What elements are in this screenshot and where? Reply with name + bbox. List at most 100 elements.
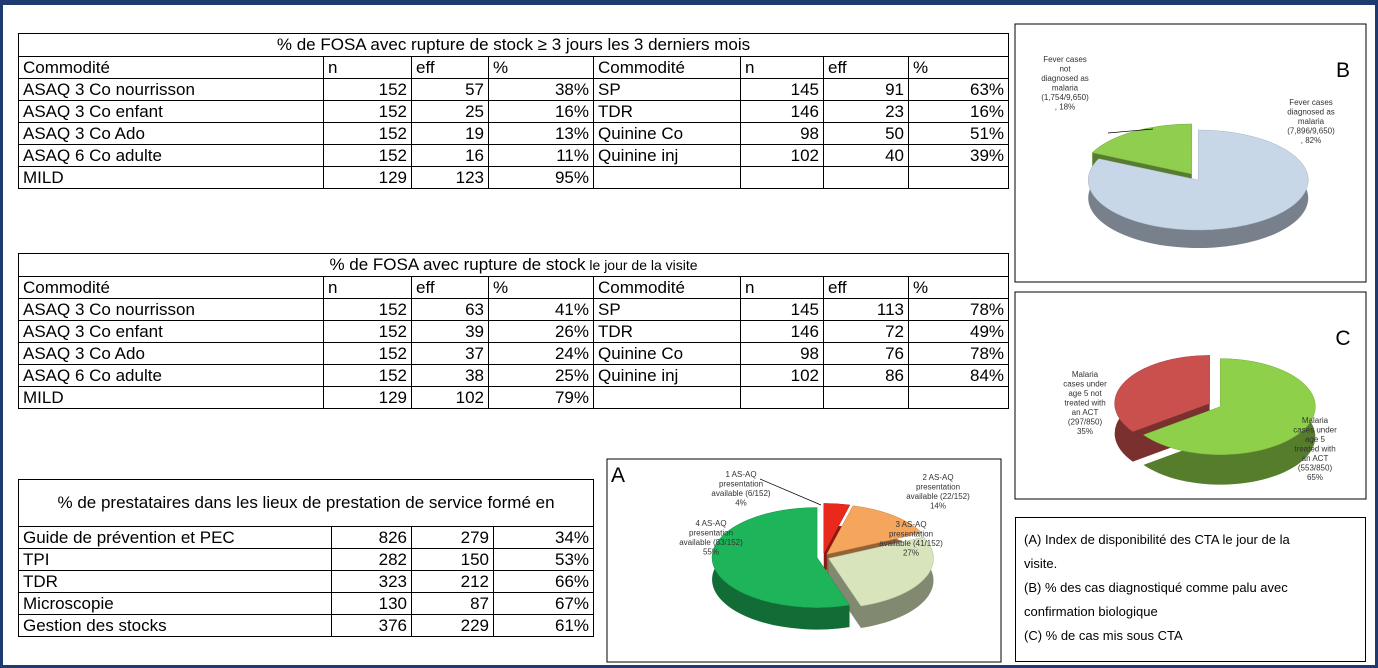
table-title: % de prestataires dans les lieux de pres… (17, 479, 595, 527)
cell: ASAQ 3 Co enfant (18, 320, 324, 343)
cell: 72 (823, 320, 909, 343)
panel-letter: A (611, 464, 625, 487)
cell: ASAQ 3 Co Ado (18, 342, 324, 365)
label-line: Fever cases (1289, 98, 1333, 107)
cell: 40 (823, 144, 909, 167)
row: TDR 323 212 66% (18, 570, 595, 593)
slice-label: Fever cases not diagnosed as malaria (1,754/… (1041, 55, 1089, 112)
cell: 11% (488, 144, 594, 167)
cell: ASAQ 3 Co nourrisson (18, 298, 324, 321)
cell: 129 (323, 166, 412, 189)
cell: 63% (907, 78, 1010, 101)
cell: ASAQ 6 Co adulte (18, 364, 324, 387)
cell: 61% (492, 614, 595, 637)
label-line: treated with (1294, 445, 1335, 454)
title-part: le jour de la visite (585, 257, 698, 273)
header-cell: n (323, 56, 412, 79)
label-line: cases under (1293, 426, 1337, 435)
title-row: % de prestataires dans les lieux de pres… (17, 479, 595, 527)
table: % de FOSA avec rupture de stock le jour … (17, 253, 1010, 409)
label-line: 4 AS-AQ (695, 519, 726, 528)
label-line: presentation (719, 480, 763, 489)
cell: TDR (593, 100, 741, 123)
cell: 323 (331, 570, 412, 593)
row: Gestion des stocks 376 229 61% (18, 614, 595, 637)
row: ASAQ 3 Co nourrisson 152 57 38% SP 145 91 63% (18, 78, 1010, 101)
label-line: (7,896/9,650) (1287, 127, 1335, 136)
cell: 16 (411, 144, 489, 167)
slice-label: Malaria cases under age 5 treated with an AC… (1293, 416, 1337, 482)
table: % de FOSA avec rupture de stock ≥ 3 jour… (17, 33, 1010, 189)
figures: 1 AS-AQ presentation available (6/152) 4%2 … (606, 23, 1367, 663)
cell: 152 (323, 298, 412, 321)
cell: SP (593, 298, 741, 321)
pie-slice (1142, 358, 1316, 455)
pie-slice (1091, 123, 1193, 175)
slice-label: 2 AS-AQ presentation available (22/152) 14% (906, 473, 970, 511)
header-cell: % (488, 56, 594, 79)
cell: Guide de prévention et PEC (18, 526, 332, 549)
cell: 13% (488, 122, 594, 145)
cell: SP (593, 78, 741, 101)
label-line: 35% (1077, 427, 1093, 436)
pie-slice (711, 507, 850, 608)
row: ASAQ 3 Co enfant 152 39 26% TDR 146 72 49% (18, 320, 1010, 343)
cell: ASAQ 3 Co Ado (18, 122, 324, 145)
cell: Microscopie (18, 592, 332, 615)
pie-slice (828, 536, 934, 607)
cell: 98 (740, 342, 824, 365)
row: ASAQ 3 Co enfant 152 25 16% TDR 146 23 16% (18, 100, 1010, 123)
label-line: Malaria (1302, 416, 1329, 425)
pie-slice (1114, 355, 1210, 432)
cell: MILD (18, 386, 324, 409)
slice-label: 3 AS-AQ presentation available (41/152) 27% (879, 520, 943, 558)
cell: 150 (411, 548, 494, 571)
cell (907, 386, 1010, 409)
cell: TPI (18, 548, 332, 571)
row: ASAQ 6 Co adulte 152 16 11% Quinine inj 102 40… (18, 144, 1010, 167)
row: TPI 282 150 53% (18, 548, 595, 571)
label-line: Fever cases (1043, 55, 1087, 64)
note: (C) % de cas mis sous CTA (1024, 628, 1183, 643)
cell: 84% (907, 364, 1010, 387)
cell: 16% (488, 100, 594, 123)
cell: 63 (411, 298, 489, 321)
cell: 23 (823, 100, 909, 123)
cell: ASAQ 3 Co nourrisson (18, 78, 324, 101)
panel-letter: C (1335, 327, 1350, 350)
cell: 78% (907, 298, 1010, 321)
header-cell: eff (411, 56, 489, 79)
label-line: malaria (1298, 117, 1325, 126)
header-cell: Commodité (593, 276, 741, 299)
cell: 129 (323, 386, 412, 409)
header-row: Commodité n eff% Commodité n eff% (18, 276, 1010, 299)
header-cell: Commodité (18, 56, 324, 79)
cell: 37 (411, 342, 489, 365)
row: ASAQ 3 Co Ado 152 37 24% Quinine Co 98 76 78% (18, 342, 1010, 365)
label-line: not (1059, 65, 1071, 74)
label-line: , 18% (1055, 103, 1075, 112)
cell (593, 386, 741, 409)
cell: ASAQ 6 Co adulte (18, 144, 324, 167)
cell: MILD (18, 166, 324, 189)
cell (740, 166, 824, 189)
leader-line (1107, 128, 1154, 134)
cell: 130 (331, 592, 412, 615)
label-line: (553/850) (1298, 464, 1333, 473)
cell: 152 (323, 78, 412, 101)
cell: 51% (907, 122, 1010, 145)
cell: 38% (488, 78, 594, 101)
panel-letter: B (1336, 59, 1350, 82)
title-part: % de FOSA avec rupture de stock (329, 255, 586, 274)
cell: 50 (823, 122, 909, 145)
cell (823, 166, 909, 189)
label-line: 3 AS-AQ (895, 520, 926, 529)
header-cell: % (907, 56, 1010, 79)
panel-box (1014, 23, 1367, 283)
label-line: cases under (1063, 380, 1107, 389)
header-cell: % (488, 276, 594, 299)
cell: 212 (411, 570, 494, 593)
cell: 87 (411, 592, 494, 615)
label-line: an ACT (1302, 454, 1329, 463)
cell: Quinine inj (593, 364, 741, 387)
